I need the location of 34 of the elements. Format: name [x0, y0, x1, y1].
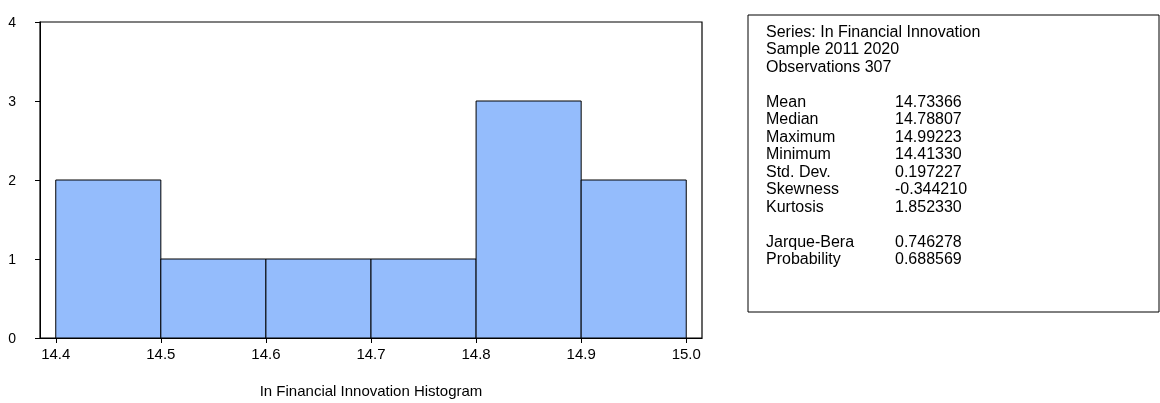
text: 14.73366	[895, 92, 962, 110]
y-tick-label: 3	[8, 93, 17, 109]
text: 0.688569	[895, 250, 962, 267]
text: -0.344210	[895, 180, 968, 197]
x-tick-label: 14.9	[566, 345, 596, 362]
text: 14.99223	[895, 127, 962, 145]
x-axis-title: In Financial Innovation Histogram	[259, 382, 483, 399]
text: Minimum	[766, 145, 831, 162]
text: 14.78807	[895, 110, 962, 127]
text: Mean	[766, 92, 807, 110]
x-tick-label: 14.5	[146, 345, 176, 362]
x-tick-label: 14.4	[41, 345, 71, 362]
text: Sample 2011 2020	[766, 40, 900, 57]
text: Probability	[766, 250, 841, 267]
x-tick-label: 14.8	[461, 345, 491, 362]
y-tick-label: 2	[8, 172, 17, 188]
x-tick-label: 14.7	[356, 345, 386, 362]
text: Kurtosis	[766, 197, 824, 215]
text: Std. Dev.	[766, 162, 831, 180]
text: 0.197227	[895, 162, 962, 180]
text: Observations 307	[766, 57, 892, 75]
text: 0.746278	[895, 232, 962, 250]
text: 14.41330	[895, 145, 962, 162]
y-tick-label: 0	[8, 330, 17, 346]
x-tick-label: 15.0	[671, 345, 701, 362]
text: Median	[766, 110, 819, 127]
text: Jarque-Bera	[766, 232, 855, 250]
y-tick-label: 4	[8, 14, 17, 30]
text: Series: In Financial Innovation	[766, 22, 981, 40]
y-tick-label: 1	[8, 251, 17, 267]
text: Maximum	[766, 127, 836, 145]
x-tick-label: 14.6	[251, 345, 281, 362]
text: 1.852330	[895, 197, 962, 215]
text: Skewness	[766, 180, 839, 197]
